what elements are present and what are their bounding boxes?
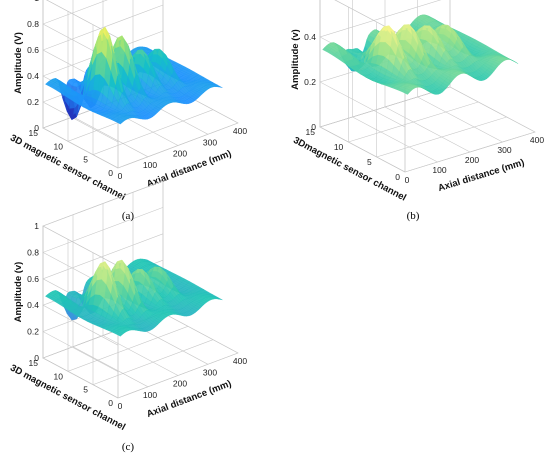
z-tick-label: 0.4: [27, 71, 39, 81]
z-tick-label: 0.8: [27, 19, 39, 29]
y-tick-label: 10: [334, 142, 344, 152]
y-tick-label: 0: [108, 398, 113, 408]
y-tick-label: 15: [29, 128, 39, 138]
z-axis-label: Amplitude (V): [13, 32, 24, 94]
x-tick-label: 0: [405, 175, 410, 185]
x-tick-label: 0: [118, 171, 123, 181]
z-tick-label: 1: [34, 0, 39, 3]
x-tick-label: 300: [497, 145, 511, 155]
z-tick-label: 0.6: [27, 45, 39, 55]
x-tick-label: 0: [118, 401, 123, 411]
y-tick-label: 0: [108, 168, 113, 178]
z-axis-label: Amplitude (v): [290, 29, 301, 90]
caption-b: (b): [407, 210, 420, 222]
y-tick-label: 0: [395, 172, 400, 182]
x-tick-label: 400: [233, 126, 247, 136]
y-tick-label: 5: [367, 157, 372, 167]
x-tick-label: 100: [432, 165, 446, 175]
z-tick-label: 0: [34, 353, 39, 363]
x-tick-label: 300: [203, 137, 217, 147]
y-tick-label: 10: [54, 371, 64, 381]
z-tick-label: 0.4: [27, 300, 39, 310]
z-tick-label: 0: [311, 122, 316, 132]
x-tick-label: 400: [233, 356, 247, 366]
x-axis-label: Axial distance (mm): [145, 378, 233, 420]
surface-plot-b: 00.20.40.60100200300400051015Amplitude (…: [290, 0, 544, 204]
x-tick-label: 200: [173, 149, 187, 159]
y-tick-label: 15: [29, 358, 39, 368]
x-tick-label: 200: [465, 155, 479, 165]
x-tick-label: 100: [143, 390, 157, 400]
caption-a: (a): [122, 210, 135, 222]
y-tick-label: 5: [83, 155, 88, 165]
x-tick-label: 300: [203, 367, 217, 377]
z-tick-label: 0.4: [304, 32, 316, 42]
z-tick-label: 1: [34, 221, 39, 231]
surface: [45, 258, 223, 337]
y-axis-label: 3Dmagnetic sensor channel: [291, 135, 408, 204]
z-tick-label: 0.2: [27, 97, 39, 107]
z-tick-label: 0.6: [27, 274, 39, 284]
y-tick-label: 5: [83, 385, 88, 395]
surface: [322, 14, 519, 95]
z-tick-label: 0.2: [304, 77, 316, 87]
caption-c: (c): [122, 441, 135, 453]
y-tick-label: 10: [54, 141, 64, 151]
x-tick-label: 200: [173, 379, 187, 389]
x-tick-label: 100: [143, 160, 157, 170]
x-axis-label: Axial distance (mm): [145, 148, 233, 190]
z-tick-label: 0.2: [27, 327, 39, 337]
x-tick-label: 400: [530, 135, 544, 145]
surface: [45, 26, 223, 125]
x-axis-label: Axial distance (mm): [437, 157, 526, 194]
z-tick-label: 0: [34, 123, 39, 133]
z-tick-label: 0.8: [27, 247, 39, 257]
y-tick-label: 15: [306, 127, 316, 137]
surface-plot-a: 00.20.40.60.810100200300400051015Amplitu…: [8, 0, 247, 203]
tick-labels: 00.20.40.60100200300400051015: [304, 32, 544, 185]
z-axis-label: Amplitude (v): [13, 262, 24, 323]
